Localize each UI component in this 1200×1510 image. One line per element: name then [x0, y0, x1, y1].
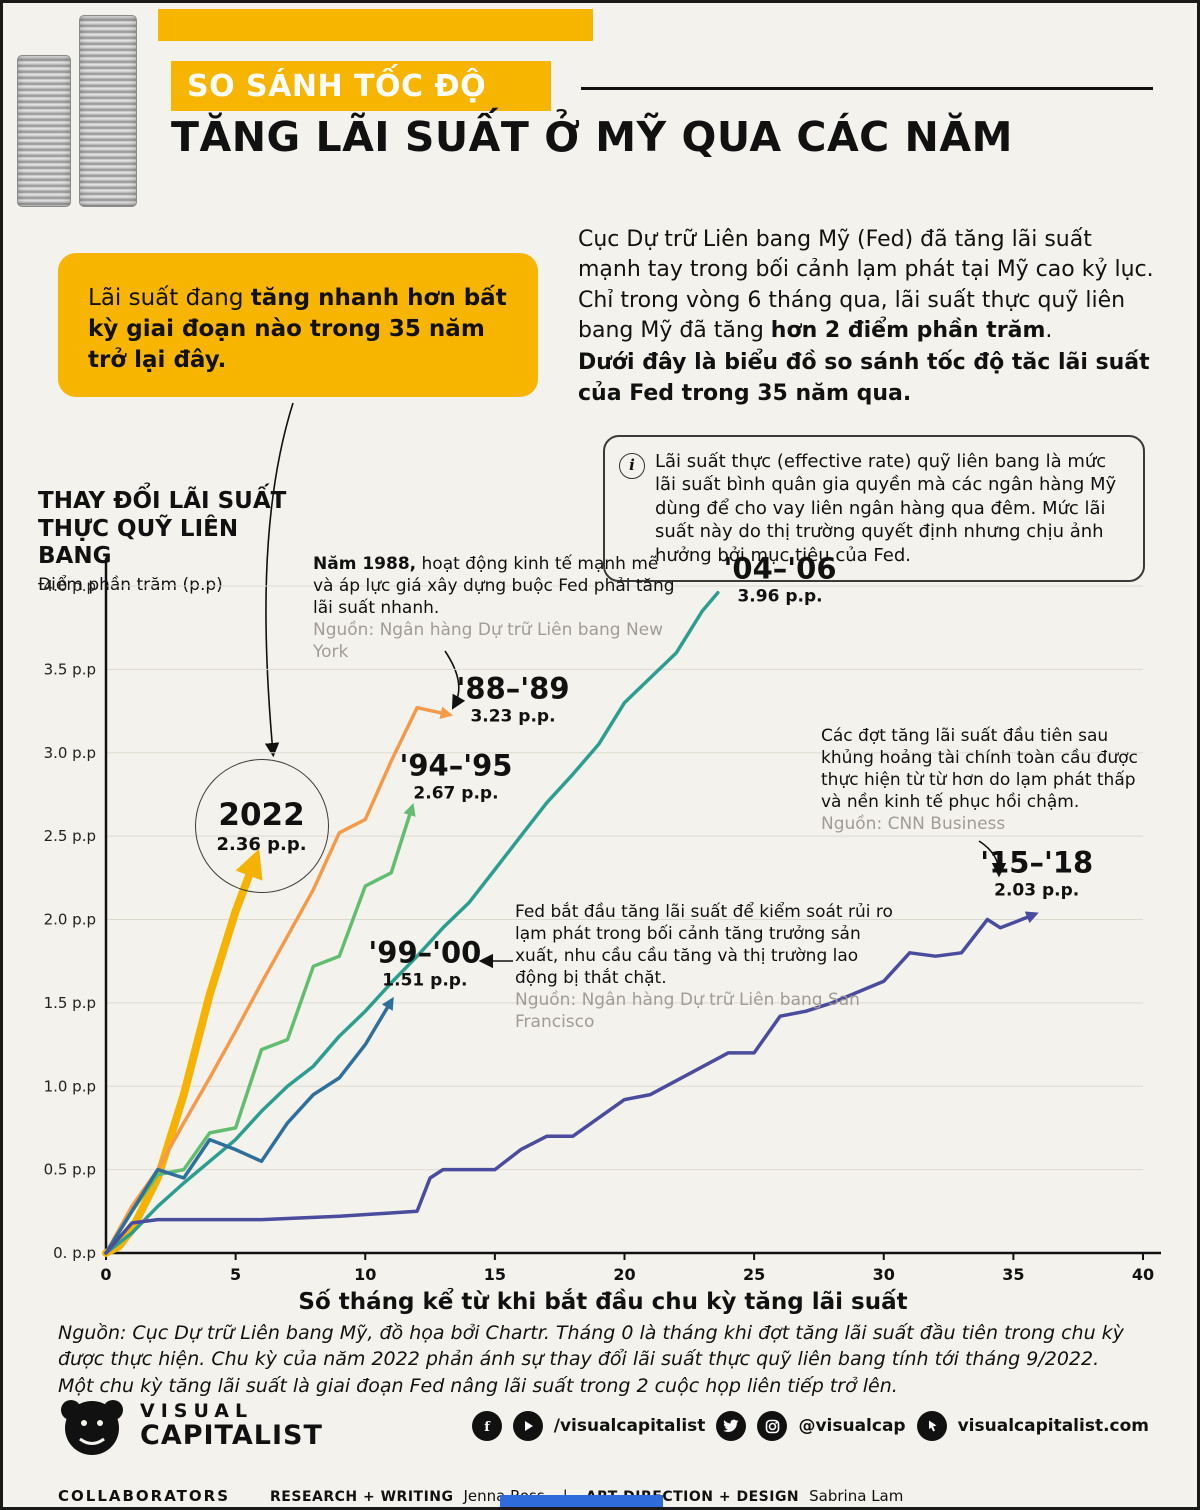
info-note: i Lãi suất thực (effective rate) quỹ liê…: [603, 435, 1145, 582]
y-axis-title: THAY ĐỔI LÃI SUẤT THỰC QUỸ LIÊN BANG Điể…: [38, 488, 318, 595]
intro-block: Cục Dự trữ Liên bang Mỹ (Fed) đã tăng lã…: [578, 225, 1156, 411]
svg-text:25: 25: [743, 1265, 765, 1284]
instagram-handle: @visualcap: [798, 1416, 906, 1436]
selection-highlight: [500, 1495, 663, 1507]
coin-stack-icon: [17, 55, 71, 207]
svg-text:f: f: [484, 1420, 491, 1434]
series-line-94-95: [104, 802, 416, 1255]
chart-canvas: 0. p.p 0.5 p.p 1.0 p.p 1.5 p.p 2.0 p.p 2.5 p.…: [44, 558, 1161, 1284]
page-title: TĂNG LÃI SUẤT Ở MỸ QUA CÁC NĂM: [171, 113, 1013, 161]
coin-stack-icon: [79, 15, 137, 207]
series-line-2022: [102, 848, 263, 1257]
series-line-15-18: [104, 911, 1039, 1255]
youtube-icon: [512, 1411, 543, 1441]
collaborators-row: COLLABORATORS RESEARCH + WRITING Jenna R…: [58, 1487, 903, 1505]
svg-text:0.5 p.p: 0.5 p.p: [44, 1161, 96, 1179]
svg-text:1.0 p.p: 1.0 p.p: [44, 1077, 96, 1095]
svg-text:10: 10: [354, 1265, 376, 1284]
twitter-icon: [716, 1411, 747, 1441]
key-takeaway-box: Lãi suất đang tăng nhanh hơn bất kỳ giai…: [58, 253, 538, 397]
svg-text:40: 40: [1132, 1265, 1154, 1284]
svg-text:1.5 p.p: 1.5 p.p: [44, 994, 96, 1012]
collaborators-label: COLLABORATORS: [58, 1487, 231, 1505]
series-line-88-89: [104, 705, 454, 1255]
header-divider: [581, 87, 1153, 90]
intro-text-bold: hơn 2 điểm phần trăm: [770, 318, 1046, 344]
cursor-icon: [916, 1411, 947, 1441]
y-axis-title-line1: THAY ĐỔI LÃI SUẤT: [38, 488, 287, 514]
accent-strip: [158, 9, 593, 41]
intro-text: Cục Dự trữ Liên bang Mỹ (Fed) đã tăng lã…: [578, 227, 1154, 344]
social-row: f /visualcapitalist @visualcap visualcap…: [471, 1411, 1149, 1441]
series-line-99-00: [104, 996, 394, 1255]
series-line-04-06: [104, 590, 720, 1255]
brand-line-1: VISUAL: [140, 1399, 254, 1422]
svg-text:20: 20: [613, 1265, 635, 1284]
role-research-writing: RESEARCH + WRITING: [270, 1489, 454, 1505]
website-url: visualcapitalist.com: [957, 1416, 1149, 1436]
name-sabrina-lam: Sabrina Lam: [809, 1487, 904, 1505]
y-axis-unit: Điểm phần trăm (p.p): [38, 574, 223, 595]
svg-text:15: 15: [484, 1265, 506, 1284]
brand-wordmark: VISUAL CAPITALIST: [140, 1399, 323, 1451]
source-line-1: Nguồn: Cục Dự trữ Liên bang Mỹ, đồ họa b…: [58, 1322, 1124, 1370]
source-line-2: Một chu kỳ tăng lãi suất là giai đoạn Fe…: [58, 1375, 898, 1398]
svg-text:0: 0: [100, 1265, 111, 1284]
callout-text: Lãi suất đang: [88, 285, 251, 311]
svg-text:35: 35: [1002, 1265, 1024, 1284]
svg-text:30: 30: [873, 1265, 895, 1284]
kicker-text: SO SÁNH TỐC ĐỘ: [187, 68, 487, 104]
svg-text:4.0 p.p: 4.0 p.p: [44, 577, 96, 595]
svg-text:3.5 p.p: 3.5 p.p: [44, 660, 96, 678]
intro-paragraph-1: Cục Dự trữ Liên bang Mỹ (Fed) đã tăng lã…: [578, 225, 1156, 346]
svg-text:2.0 p.p: 2.0 p.p: [44, 911, 96, 929]
brand-line-2: CAPITALIST: [140, 1419, 323, 1451]
facebook-handle: /visualcapitalist: [553, 1416, 706, 1436]
x-axis-title: Số tháng kể từ khi bắt đầu chu kỳ tăng l…: [298, 1289, 908, 1315]
annotation-arrow-1988: [444, 650, 466, 710]
line-chart: 0. p.p 0.5 p.p 1.0 p.p 1.5 p.p 2.0 p.p 2.5 p.…: [43, 548, 1163, 1288]
kicker-badge: SO SÁNH TỐC ĐỘ: [171, 61, 551, 111]
info-note-text: Lãi suất thực (effective rate) quỹ liên …: [655, 451, 1117, 566]
info-icon: i: [619, 453, 645, 479]
y-axis-title-line2: THỰC QUỸ LIÊN BANG: [38, 515, 239, 570]
svg-text:3.0 p.p: 3.0 p.p: [44, 744, 96, 762]
visual-capitalist-logo: VISUAL CAPITALIST: [58, 1395, 323, 1457]
svg-text:0. p.p: 0. p.p: [53, 1244, 96, 1262]
intro-text: .: [1045, 318, 1053, 344]
intro-paragraph-2: Dưới đây là biểu đồ so sánh tốc độ tăc l…: [578, 350, 1150, 406]
source-note: Nguồn: Cục Dự trữ Liên bang Mỹ, đồ họa b…: [58, 1321, 1153, 1402]
svg-text:2.5 p.p: 2.5 p.p: [44, 827, 96, 845]
gorilla-logo-icon: [61, 1400, 123, 1455]
facebook-icon: f: [471, 1411, 502, 1441]
instagram-icon: [757, 1411, 788, 1441]
svg-text:5: 5: [230, 1265, 241, 1284]
callout-text-bold: tăng nhanh hơn bất kỳ giai đoạn nào tron…: [88, 285, 507, 374]
annotation-arrow-15-18: [978, 840, 1007, 878]
